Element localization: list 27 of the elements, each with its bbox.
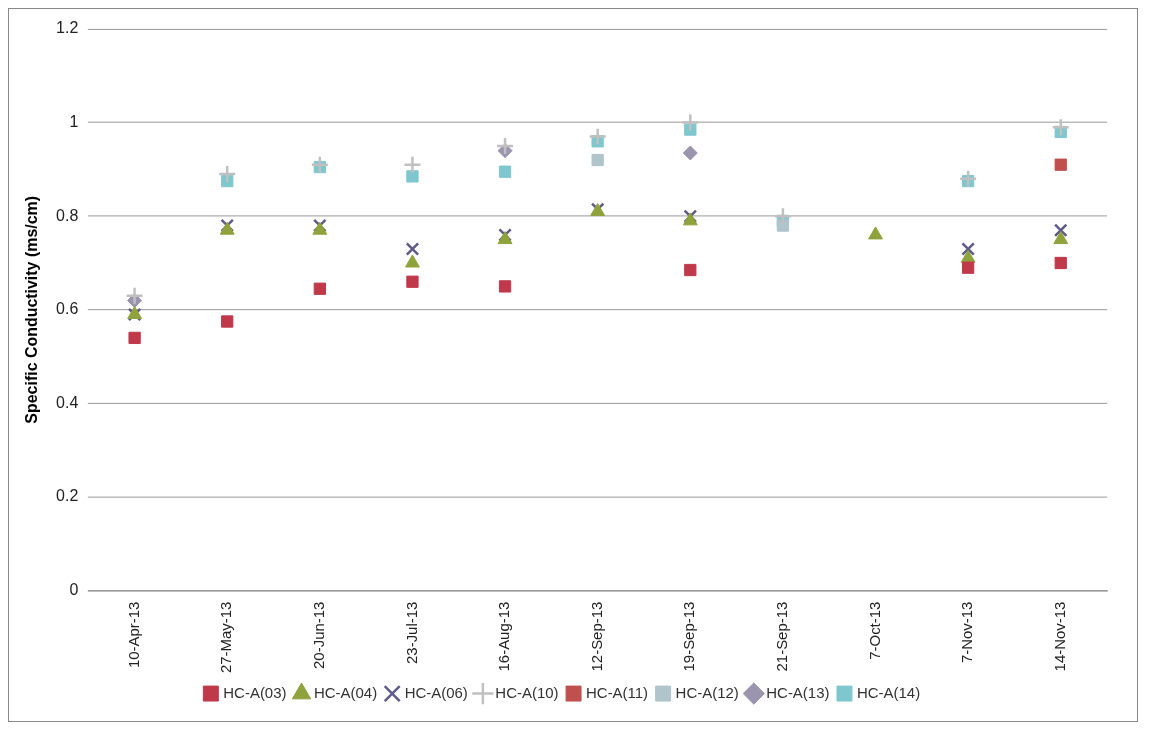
- x-tick-label: 10-Apr-13: [124, 601, 142, 669]
- y-tick-label: 0.6: [56, 300, 79, 318]
- x-tick-label: 16-Aug-13: [495, 601, 513, 672]
- legend-label: HC-A(10): [495, 683, 559, 701]
- x-tick-label: 7-Nov-13: [958, 601, 976, 664]
- y-axis-title: Specific Conductivity (ms/cm): [22, 195, 40, 424]
- y-tick-label: 0: [69, 581, 79, 599]
- legend-label: HC-A(11): [586, 683, 649, 701]
- legend-label: HC-A(14): [856, 683, 921, 701]
- x-tick-label: 23-Jul-13: [402, 601, 420, 664]
- y-tick-label: 1.2: [56, 19, 79, 37]
- x-tick-label: 27-May-13: [217, 601, 235, 674]
- y-tick-label: 1: [69, 112, 79, 130]
- legend-label: HC-A(04): [314, 683, 378, 701]
- x-tick-label: 12-Sep-13: [587, 601, 605, 672]
- y-tick-label: 0.8: [56, 206, 79, 224]
- legend-label: HC-A(12): [675, 683, 739, 701]
- x-tick-label: 21-Sep-13: [773, 601, 791, 672]
- legend-label: HC-A(06): [404, 683, 468, 701]
- y-tick-label: 0.4: [56, 393, 79, 411]
- y-tick-label: 0.2: [56, 487, 79, 505]
- x-tick-label: 7-Oct-13: [865, 601, 883, 660]
- x-tick-label: 19-Sep-13: [680, 601, 698, 672]
- x-tick-label: 20-Jun-13: [309, 601, 327, 669]
- x-tick-label: 14-Nov-13: [1050, 601, 1068, 672]
- legend-label: HC-A(03): [223, 683, 287, 701]
- legend-label: HC-A(13): [766, 683, 830, 701]
